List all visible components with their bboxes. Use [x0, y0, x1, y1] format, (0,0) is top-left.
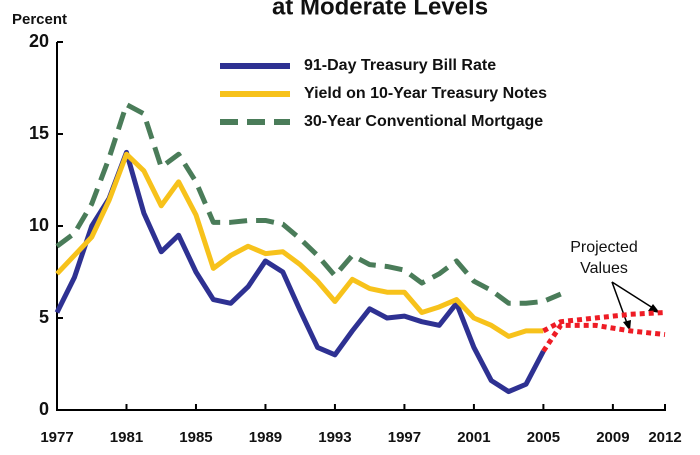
legend-label: 30-Year Conventional Mortgage [304, 113, 543, 130]
y-axis-label: Percent [12, 11, 67, 28]
series-line [55, 102, 562, 306]
series-line [542, 309, 666, 334]
series-line [541, 322, 666, 353]
y-tick-label: 20 [29, 31, 49, 51]
series-line [55, 151, 544, 339]
x-tick-label: 1977 [40, 429, 73, 446]
arrow [611, 281, 657, 311]
x-tick-label: 1985 [179, 429, 212, 446]
chart-title: at Moderate Levels [272, 0, 488, 20]
x-tick-label: 2001 [457, 429, 490, 446]
annotation: Projected [570, 239, 638, 256]
x-tick-label: 1993 [318, 429, 351, 446]
legend-label: Yield on 10-Year Treasury Notes [304, 85, 547, 102]
series-line [54, 149, 546, 395]
x-tick-label: 2005 [527, 429, 560, 446]
x-tick-label: 1989 [249, 429, 282, 446]
x-tick-label: 1997 [388, 429, 421, 446]
y-tick-label: 0 [39, 399, 49, 419]
y-tick-label: 15 [29, 123, 49, 143]
x-tick-label: 1981 [110, 429, 143, 446]
y-tick-label: 5 [39, 307, 49, 327]
legend-label: 91-Day Treasury Bill Rate [304, 57, 496, 74]
x-tick-label: 2012 [648, 429, 681, 446]
arrow [611, 281, 629, 327]
x-tick-label: 2009 [596, 429, 629, 446]
y-tick-label: 10 [29, 215, 49, 235]
annotation: Values [580, 260, 628, 277]
